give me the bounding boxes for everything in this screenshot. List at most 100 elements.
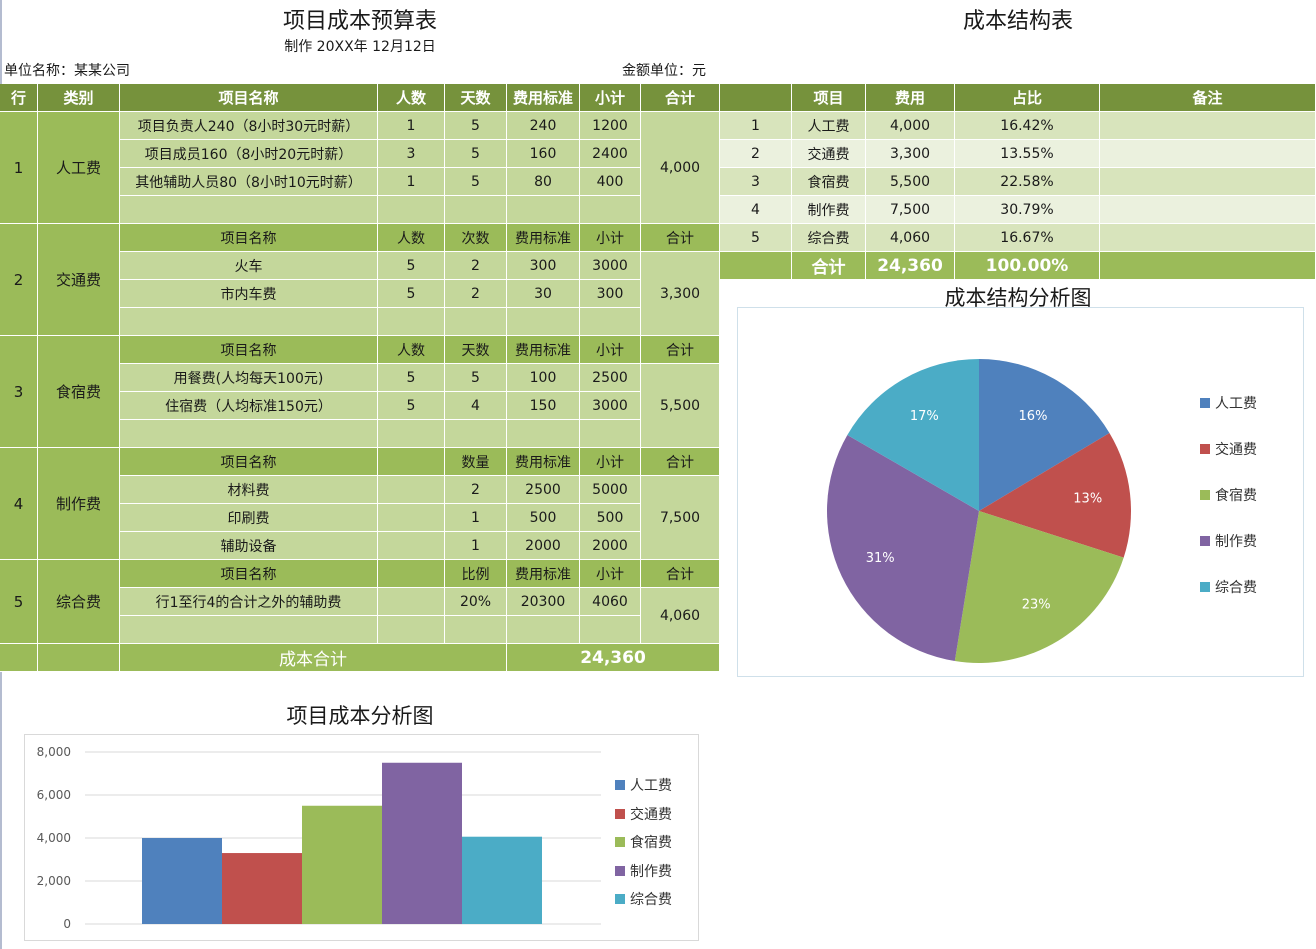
subheader-cell[interactable]: 天数 bbox=[445, 336, 507, 364]
pie-slice-3[interactable] bbox=[827, 435, 979, 662]
group-total-cell[interactable]: 5,500 bbox=[641, 364, 720, 448]
row-number[interactable]: 1 bbox=[0, 112, 38, 224]
structure-cell[interactable]: 3,300 bbox=[866, 140, 955, 168]
bar-2[interactable] bbox=[302, 805, 382, 924]
item-name-cell[interactable]: 行1至行4的合计之外的辅助费 bbox=[120, 588, 378, 616]
bar-1[interactable] bbox=[222, 853, 302, 924]
row-number[interactable]: 3 bbox=[0, 336, 38, 448]
value-cell[interactable]: 3 bbox=[378, 140, 445, 168]
value-cell[interactable]: 3000 bbox=[580, 252, 641, 280]
value-cell[interactable]: 1200 bbox=[580, 112, 641, 140]
subheader-cell[interactable]: 小计 bbox=[580, 224, 641, 252]
pie-slice-1[interactable] bbox=[979, 432, 1131, 558]
item-name-cell[interactable]: 项目成员160（8小时20元时薪） bbox=[120, 140, 378, 168]
item-name-cell[interactable]: 住宿费（人均标准150元） bbox=[120, 392, 378, 420]
value-cell[interactable]: 400 bbox=[580, 168, 641, 196]
pie-legend-item[interactable]: 交通费 bbox=[1200, 426, 1257, 472]
grand-total-label[interactable]: 成本合计 bbox=[120, 644, 507, 672]
subheader-cell[interactable]: 数量 bbox=[445, 448, 507, 476]
value-cell[interactable] bbox=[445, 616, 507, 644]
structure-cell[interactable]: 30.79% bbox=[955, 196, 1100, 224]
category-cell[interactable]: 制作费 bbox=[38, 448, 120, 560]
structure-header-3[interactable]: 占比 bbox=[955, 84, 1100, 112]
total-row-blank[interactable] bbox=[38, 644, 120, 672]
subheader-cell[interactable]: 小计 bbox=[580, 560, 641, 588]
value-cell[interactable]: 2 bbox=[445, 280, 507, 308]
structure-header-1[interactable]: 项目 bbox=[792, 84, 866, 112]
col-header-5[interactable]: 费用标准 bbox=[507, 84, 580, 112]
item-name-cell[interactable]: 市内车费 bbox=[120, 280, 378, 308]
subheader-cell[interactable]: 合计 bbox=[641, 448, 720, 476]
value-cell[interactable]: 2500 bbox=[580, 364, 641, 392]
structure-total-cell[interactable]: 合计 bbox=[792, 252, 866, 280]
bar-legend-item[interactable]: 食宿费 bbox=[615, 828, 672, 857]
value-cell[interactable] bbox=[580, 196, 641, 224]
col-header-2[interactable]: 项目名称 bbox=[120, 84, 378, 112]
item-name-cell[interactable]: 项目负责人240（8小时30元时薪） bbox=[120, 112, 378, 140]
bar-legend-item[interactable]: 人工费 bbox=[615, 771, 672, 800]
value-cell[interactable]: 1 bbox=[378, 112, 445, 140]
structure-cell[interactable]: 16.42% bbox=[955, 112, 1100, 140]
grand-total-value[interactable]: 24,360 bbox=[507, 644, 720, 672]
value-cell[interactable]: 160 bbox=[507, 140, 580, 168]
value-cell[interactable]: 150 bbox=[507, 392, 580, 420]
value-cell[interactable] bbox=[378, 420, 445, 448]
value-cell[interactable] bbox=[378, 476, 445, 504]
value-cell[interactable] bbox=[580, 616, 641, 644]
subheader-cell[interactable]: 合计 bbox=[641, 336, 720, 364]
subheader-cell[interactable]: 人数 bbox=[378, 224, 445, 252]
value-cell[interactable] bbox=[445, 308, 507, 336]
value-cell[interactable] bbox=[507, 420, 580, 448]
value-cell[interactable] bbox=[378, 308, 445, 336]
subheader-cell[interactable]: 项目名称 bbox=[120, 448, 378, 476]
item-name-cell[interactable] bbox=[120, 616, 378, 644]
value-cell[interactable]: 2000 bbox=[507, 532, 580, 560]
structure-header-2[interactable]: 费用 bbox=[866, 84, 955, 112]
subheader-cell[interactable]: 费用标准 bbox=[507, 336, 580, 364]
value-cell[interactable]: 80 bbox=[507, 168, 580, 196]
value-cell[interactable]: 5 bbox=[378, 392, 445, 420]
value-cell[interactable]: 5 bbox=[445, 112, 507, 140]
bar-3[interactable] bbox=[382, 762, 462, 924]
value-cell[interactable]: 2000 bbox=[580, 532, 641, 560]
row-number[interactable]: 2 bbox=[0, 224, 38, 336]
row-number[interactable]: 5 bbox=[0, 560, 38, 644]
col-header-6[interactable]: 小计 bbox=[580, 84, 641, 112]
value-cell[interactable]: 300 bbox=[507, 252, 580, 280]
bar-0[interactable] bbox=[142, 838, 222, 924]
value-cell[interactable]: 5 bbox=[378, 252, 445, 280]
item-name-cell[interactable]: 其他辅助人员80（8小时10元时薪） bbox=[120, 168, 378, 196]
category-cell[interactable]: 人工费 bbox=[38, 112, 120, 224]
structure-cell[interactable]: 2 bbox=[720, 140, 792, 168]
value-cell[interactable] bbox=[445, 420, 507, 448]
structure-total-cell[interactable] bbox=[1100, 252, 1316, 280]
pie-slice-0[interactable] bbox=[979, 359, 1110, 511]
value-cell[interactable]: 3000 bbox=[580, 392, 641, 420]
structure-cell[interactable]: 22.58% bbox=[955, 168, 1100, 196]
value-cell[interactable]: 20300 bbox=[507, 588, 580, 616]
group-total-cell[interactable]: 4,060 bbox=[641, 588, 720, 644]
subheader-cell[interactable]: 小计 bbox=[580, 336, 641, 364]
group-total-cell[interactable]: 3,300 bbox=[641, 252, 720, 336]
subheader-cell[interactable]: 项目名称 bbox=[120, 560, 378, 588]
structure-cell[interactable]: 4 bbox=[720, 196, 792, 224]
structure-cell[interactable]: 人工费 bbox=[792, 112, 866, 140]
pie-legend-item[interactable]: 食宿费 bbox=[1200, 472, 1257, 518]
subheader-cell[interactable]: 项目名称 bbox=[120, 336, 378, 364]
value-cell[interactable]: 5 bbox=[378, 364, 445, 392]
subheader-cell[interactable]: 费用标准 bbox=[507, 448, 580, 476]
value-cell[interactable]: 5 bbox=[445, 364, 507, 392]
value-cell[interactable]: 2 bbox=[445, 476, 507, 504]
value-cell[interactable] bbox=[507, 308, 580, 336]
value-cell[interactable] bbox=[507, 196, 580, 224]
item-name-cell[interactable]: 火车 bbox=[120, 252, 378, 280]
subheader-cell[interactable] bbox=[378, 560, 445, 588]
value-cell[interactable]: 2 bbox=[445, 252, 507, 280]
value-cell[interactable]: 1 bbox=[445, 532, 507, 560]
item-name-cell[interactable]: 材料费 bbox=[120, 476, 378, 504]
bar-legend-item[interactable]: 综合费 bbox=[615, 885, 672, 914]
value-cell[interactable]: 2500 bbox=[507, 476, 580, 504]
subheader-cell[interactable]: 小计 bbox=[580, 448, 641, 476]
value-cell[interactable] bbox=[507, 616, 580, 644]
value-cell[interactable]: 300 bbox=[580, 280, 641, 308]
